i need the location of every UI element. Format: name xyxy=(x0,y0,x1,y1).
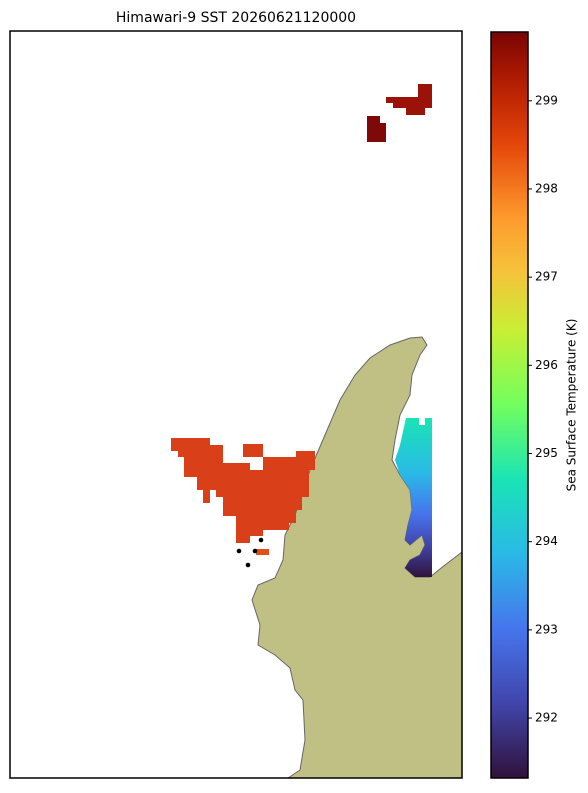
colorbar-tick-label: 297 xyxy=(535,270,558,284)
map-frame xyxy=(9,30,463,779)
colorbar-gradient xyxy=(490,31,529,779)
sst-pixels xyxy=(171,84,432,577)
colorbar-tick-label: 293 xyxy=(535,622,558,636)
colorbar-tick-label: 298 xyxy=(535,181,558,195)
colorbar-tick-label: 295 xyxy=(535,446,558,460)
colorbar: Sea Surface Temperature (K) 292 293 294 295… xyxy=(490,31,579,779)
map xyxy=(9,30,463,779)
colorbar-label: Sea Surface Temperature (K) xyxy=(565,319,579,492)
stations xyxy=(236,537,264,568)
colorbar-tick-label: 294 xyxy=(535,534,558,548)
colorbar-tick-label: 299 xyxy=(535,93,558,107)
colorbar-tick-label: 292 xyxy=(535,711,558,725)
title: Himawari-9 SST 20260621120000 xyxy=(116,10,356,26)
colorbar-tick-label: 296 xyxy=(535,358,558,372)
